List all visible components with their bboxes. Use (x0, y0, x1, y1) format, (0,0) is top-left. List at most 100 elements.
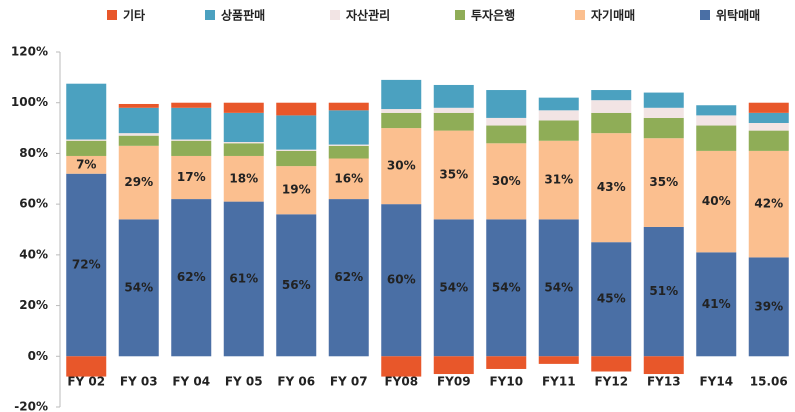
bar-segment (643, 226, 684, 357)
bar-segment (591, 242, 632, 357)
bar-segment (328, 145, 369, 159)
value-label: 72% (72, 258, 101, 272)
bar-segment (538, 120, 579, 141)
bar-segment (276, 166, 317, 215)
bar-segment (643, 107, 684, 118)
value-label: 56% (282, 278, 311, 292)
bar-segment (486, 143, 527, 220)
x-tick-label: FY14 (699, 375, 733, 389)
bar-segment (538, 140, 579, 220)
value-label: 45% (597, 292, 626, 306)
bar-segment (118, 107, 159, 134)
legend-swatch (700, 10, 710, 20)
bar-segment (486, 90, 527, 118)
bar-segment (696, 252, 737, 357)
bar-segment (486, 125, 527, 144)
x-tick-label: FY12 (594, 375, 628, 389)
legend-swatch (330, 10, 340, 20)
bar-segment (381, 356, 422, 377)
value-label: 19% (282, 183, 311, 197)
bar-segment (66, 140, 107, 156)
legend-swatch (205, 10, 215, 20)
x-tick-label: FY09 (437, 375, 471, 389)
bar-segment (433, 107, 474, 113)
value-label: 17% (177, 170, 206, 184)
bar-segment (748, 130, 789, 151)
legend-swatch (575, 10, 585, 20)
bar-segment (118, 219, 159, 357)
value-label: 51% (649, 284, 678, 298)
legend-label: 기타 (123, 8, 145, 23)
bar-segment (591, 90, 632, 101)
value-label: 54% (544, 280, 573, 294)
y-tick-label: 0% (28, 349, 48, 363)
bar-segment (538, 356, 579, 364)
bar-segment (66, 155, 107, 174)
bar-segment (276, 149, 317, 151)
legend-label: 자기매매 (591, 8, 635, 23)
bar-segment (748, 150, 789, 258)
bar-segment (486, 356, 527, 369)
bar-segment (433, 219, 474, 357)
bar-segment (643, 356, 684, 375)
bar-segment (748, 102, 789, 113)
y-tick-label: -20% (14, 400, 48, 412)
bar-segment (118, 145, 159, 220)
value-label: 30% (492, 174, 521, 188)
bar-segment (696, 105, 737, 116)
value-label: 16% (334, 171, 363, 185)
bar-segment (171, 102, 212, 108)
y-tick-label: 100% (11, 95, 48, 109)
x-tick-label: FY 07 (330, 375, 368, 389)
bar-segment (696, 150, 737, 253)
bar-segment (748, 123, 789, 131)
value-label: 29% (124, 175, 153, 189)
bar-segment (276, 214, 317, 357)
bar-segment (538, 97, 579, 111)
bar-segment (276, 115, 317, 150)
bar-segment (171, 139, 212, 141)
x-tick-label: FY 03 (120, 375, 158, 389)
bar-segment (696, 125, 737, 151)
bar-segment (66, 356, 107, 377)
bar-segment (171, 107, 212, 140)
value-label: 7% (76, 157, 96, 171)
bar-segment (433, 130, 474, 220)
bar-segment (171, 199, 212, 357)
bar-segment (171, 155, 212, 200)
x-tick-label: FY11 (542, 375, 576, 389)
value-label: 31% (544, 173, 573, 187)
bar-segment (643, 117, 684, 139)
bar-segment (66, 173, 107, 357)
legend-label: 위탁매매 (716, 8, 760, 23)
x-tick-label: FY 05 (225, 375, 263, 389)
bar-segment (223, 102, 264, 113)
y-tick-label: 20% (19, 298, 48, 312)
bar-segment (66, 83, 107, 140)
bar-segment (328, 102, 369, 111)
bar-segment (223, 112, 264, 143)
bar-segment (433, 356, 474, 375)
bar-segment (381, 128, 422, 205)
bar-segment (328, 158, 369, 200)
x-tick-label: FY13 (647, 375, 681, 389)
value-label: 30% (387, 159, 416, 173)
bar-segment (381, 204, 422, 357)
bar-segment (328, 144, 369, 146)
bar-segment (223, 142, 264, 144)
value-label: 40% (702, 194, 731, 208)
y-tick-label: 40% (19, 247, 48, 261)
bar-segment (276, 150, 317, 167)
bar-segment (591, 133, 632, 243)
bar-segment (118, 103, 159, 108)
value-label: 54% (492, 280, 521, 294)
bar-segment (538, 219, 579, 357)
bar-segment (118, 133, 159, 136)
value-label: 41% (702, 297, 731, 311)
value-label: 62% (334, 270, 363, 284)
bar-segment (276, 102, 317, 116)
bar-segment (486, 219, 527, 357)
value-label: 42% (754, 197, 783, 211)
legend-label: 투자은행 (471, 8, 515, 23)
legend-swatch (455, 10, 465, 20)
